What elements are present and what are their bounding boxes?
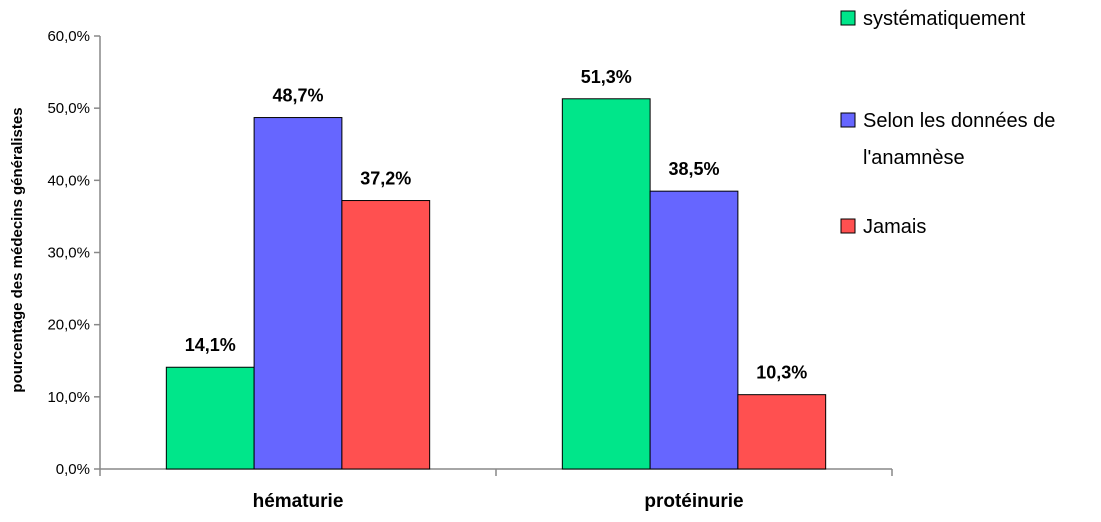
y-tick-label: 50,0% [47, 100, 90, 117]
legend-swatch [840, 218, 856, 234]
legend-swatch [840, 10, 856, 26]
legend-swatch [840, 112, 856, 128]
bar [649, 190, 739, 470]
data-label: 37,2% [360, 169, 411, 189]
bar [561, 98, 651, 470]
y-tick-label: 30,0% [47, 245, 90, 262]
category-labels: hématurie protéinurie [253, 491, 744, 512]
legend-label: Selon les données de l'anamnèse [863, 110, 1055, 169]
data-label: 48,7% [272, 86, 323, 106]
data-label: 10,3% [756, 363, 807, 383]
data-label: 14,1% [185, 335, 236, 355]
y-axis-title: pourcentage des médecins généralistes [9, 107, 26, 392]
y-tick-label: 40,0% [47, 172, 90, 189]
y-tick-label: 60,0% [47, 28, 90, 45]
x-axis-ticks [99, 469, 893, 476]
y-axis-ticks: 0,0% 10,0% 20,0% 30,0% 40,0% 50,0% 60,0% [47, 28, 100, 478]
bar [737, 394, 827, 470]
bar [253, 117, 343, 470]
legend-label: Jamais [863, 216, 926, 238]
data-label: 38,5% [668, 159, 719, 179]
bars [165, 98, 827, 470]
bar [165, 366, 255, 470]
data-labels: 14,1% 48,7% 37,2% 51,3% 38,5% 10,3% [185, 67, 808, 383]
category-label: protéinurie [644, 491, 743, 512]
y-tick-label: 10,0% [47, 389, 90, 406]
legend-label-line: l'anamnèse [863, 147, 965, 169]
category-label: hématurie [253, 491, 344, 512]
legend-label-line: Selon les données de [863, 110, 1055, 132]
y-tick-label: 20,0% [47, 317, 90, 334]
legend-label: systématiquement [863, 8, 1026, 30]
data-label: 51,3% [581, 67, 632, 87]
y-tick-label: 0,0% [56, 461, 90, 478]
bar [341, 200, 431, 470]
legend: systématiquement Selon les données de l'an… [840, 8, 1055, 238]
